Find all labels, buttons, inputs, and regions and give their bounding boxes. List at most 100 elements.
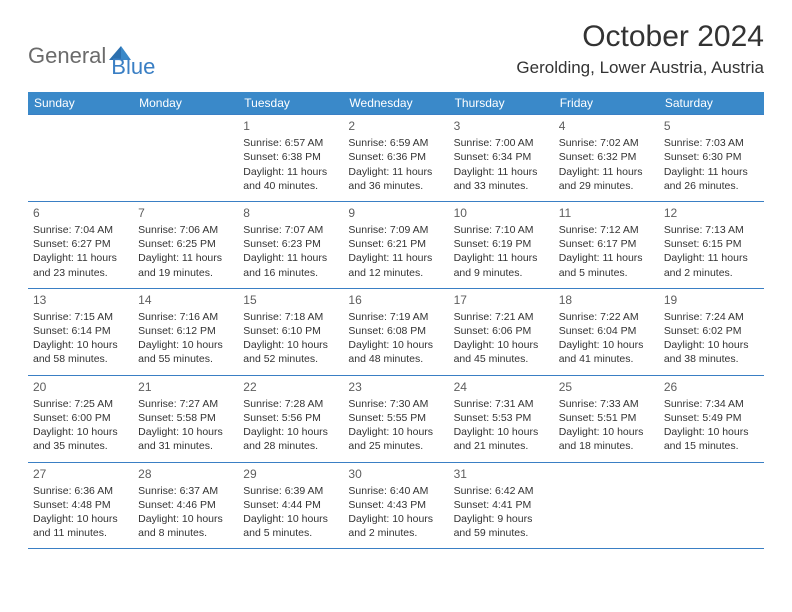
sunset-text: Sunset: 5:51 PM bbox=[559, 411, 654, 425]
sunrise-text: Sunrise: 6:42 AM bbox=[454, 484, 549, 498]
day-cell bbox=[28, 115, 133, 201]
daylight-text: Daylight: 11 hours and 9 minutes. bbox=[454, 251, 549, 279]
sunset-text: Sunset: 6:34 PM bbox=[454, 150, 549, 164]
day-cell: 18Sunrise: 7:22 AMSunset: 6:04 PMDayligh… bbox=[554, 289, 659, 375]
sunset-text: Sunset: 4:43 PM bbox=[348, 498, 443, 512]
day-cell: 15 Sunrise: 7:18 AMSunset: 6:10 PMDayligh… bbox=[238, 289, 343, 375]
sunset-text: Sunset: 6:14 PM bbox=[33, 324, 128, 338]
sunrise-text: Sunrise: 7:10 AM bbox=[454, 223, 549, 237]
day-number: 19 bbox=[664, 292, 759, 308]
daylight-text: Daylight: 10 hours and 45 minutes. bbox=[454, 338, 549, 366]
sunrise-text: Sunrise: 7:24 AM bbox=[664, 310, 759, 324]
sunrise-text: Sunrise: 7:12 AM bbox=[559, 223, 654, 237]
daylight-text: Daylight: 10 hours and 25 minutes. bbox=[348, 425, 443, 453]
day-number: 10 bbox=[454, 205, 549, 221]
day-number: 6 bbox=[33, 205, 128, 221]
logo-text-general: General bbox=[28, 43, 106, 69]
sunset-text: Sunset: 6:06 PM bbox=[454, 324, 549, 338]
sunset-text: Sunset: 6:19 PM bbox=[454, 237, 549, 251]
sunrise-text: Sunrise: 7:27 AM bbox=[138, 397, 233, 411]
day-cell: 17 Sunrise: 7:21 AMSunset: 6:06 PMDayligh… bbox=[449, 289, 554, 375]
daylight-text: Daylight: 11 hours and 12 minutes. bbox=[348, 251, 443, 279]
day-cell: 8 Sunrise: 7:07 AMSunset: 6:23 PMDaylight… bbox=[238, 202, 343, 288]
daylight-text: Daylight: 10 hours and 35 minutes. bbox=[33, 425, 128, 453]
day-number: 23 bbox=[348, 379, 443, 395]
day-cell: 31Sunrise: 6:42 AMSunset: 4:41 PMDayligh… bbox=[449, 463, 554, 549]
daylight-text: Daylight: 10 hours and 52 minutes. bbox=[243, 338, 338, 366]
daylight-text: Daylight: 11 hours and 5 minutes. bbox=[559, 251, 654, 279]
day-cell: 14Sunrise: 7:16 AMSunset: 6:12 PMDayligh… bbox=[133, 289, 238, 375]
daylight-text: Daylight: 10 hours and 38 minutes. bbox=[664, 338, 759, 366]
day-number: 8 bbox=[243, 205, 338, 221]
day-number: 27 bbox=[33, 466, 128, 482]
sunrise-text: Sunrise: 7:28 AM bbox=[243, 397, 338, 411]
daylight-text: Daylight: 11 hours and 36 minutes. bbox=[348, 165, 443, 193]
sunrise-text: Sunrise: 7:09 AM bbox=[348, 223, 443, 237]
weekday-header: Tuesday bbox=[238, 92, 343, 114]
day-cell: 12Sunrise: 7:13 AMSunset: 6:15 PMDayligh… bbox=[659, 202, 764, 288]
day-number: 29 bbox=[243, 466, 338, 482]
daylight-text: Daylight: 11 hours and 16 minutes. bbox=[243, 251, 338, 279]
sunset-text: Sunset: 5:49 PM bbox=[664, 411, 759, 425]
day-cell: 25Sunrise: 7:33 AMSunset: 5:51 PMDayligh… bbox=[554, 376, 659, 462]
daylight-text: Daylight: 11 hours and 19 minutes. bbox=[138, 251, 233, 279]
sunrise-text: Sunrise: 7:02 AM bbox=[559, 136, 654, 150]
weekday-header: Saturday bbox=[659, 92, 764, 114]
sunset-text: Sunset: 6:25 PM bbox=[138, 237, 233, 251]
day-number: 17 bbox=[454, 292, 549, 308]
sunset-text: Sunset: 4:41 PM bbox=[454, 498, 549, 512]
sunset-text: Sunset: 6:08 PM bbox=[348, 324, 443, 338]
day-cell: 10 Sunrise: 7:10 AMSunset: 6:19 PMDayligh… bbox=[449, 202, 554, 288]
day-cell bbox=[659, 463, 764, 549]
daylight-text: Daylight: 11 hours and 33 minutes. bbox=[454, 165, 549, 193]
sunset-text: Sunset: 4:48 PM bbox=[33, 498, 128, 512]
day-number: 12 bbox=[664, 205, 759, 221]
sunrise-text: Sunrise: 7:21 AM bbox=[454, 310, 549, 324]
day-cell: 30Sunrise: 6:40 AMSunset: 4:43 PMDayligh… bbox=[343, 463, 448, 549]
daylight-text: Daylight: 11 hours and 26 minutes. bbox=[664, 165, 759, 193]
daylight-text: Daylight: 10 hours and 31 minutes. bbox=[138, 425, 233, 453]
sunrise-text: Sunrise: 7:04 AM bbox=[33, 223, 128, 237]
sunrise-text: Sunrise: 7:31 AM bbox=[454, 397, 549, 411]
sunset-text: Sunset: 5:58 PM bbox=[138, 411, 233, 425]
day-cell: 29Sunrise: 6:39 AMSunset: 4:44 PMDayligh… bbox=[238, 463, 343, 549]
day-cell: 2Sunrise: 6:59 AMSunset: 6:36 PMDaylight… bbox=[343, 115, 448, 201]
sunset-text: Sunset: 6:23 PM bbox=[243, 237, 338, 251]
sunset-text: Sunset: 6:32 PM bbox=[559, 150, 654, 164]
sunset-text: Sunset: 6:36 PM bbox=[348, 150, 443, 164]
sunrise-text: Sunrise: 7:19 AM bbox=[348, 310, 443, 324]
sunset-text: Sunset: 5:53 PM bbox=[454, 411, 549, 425]
day-number: 24 bbox=[454, 379, 549, 395]
weekday-header: Monday bbox=[133, 92, 238, 114]
weeks-container: 1Sunrise: 6:57 AMSunset: 6:38 PMDaylight… bbox=[28, 114, 764, 548]
sunrise-text: Sunrise: 7:07 AM bbox=[243, 223, 338, 237]
day-number: 15 bbox=[243, 292, 338, 308]
sunset-text: Sunset: 4:46 PM bbox=[138, 498, 233, 512]
daylight-text: Daylight: 9 hours and 59 minutes. bbox=[454, 512, 549, 540]
day-cell bbox=[133, 115, 238, 201]
sunrise-text: Sunrise: 7:18 AM bbox=[243, 310, 338, 324]
daylight-text: Daylight: 10 hours and 21 minutes. bbox=[454, 425, 549, 453]
sunrise-text: Sunrise: 7:30 AM bbox=[348, 397, 443, 411]
sunrise-text: Sunrise: 7:16 AM bbox=[138, 310, 233, 324]
sunrise-text: Sunrise: 7:15 AM bbox=[33, 310, 128, 324]
day-number: 5 bbox=[664, 118, 759, 134]
sunset-text: Sunset: 6:27 PM bbox=[33, 237, 128, 251]
calendar: Sunday Monday Tuesday Wednesday Thursday… bbox=[28, 92, 764, 549]
daylight-text: Daylight: 10 hours and 11 minutes. bbox=[33, 512, 128, 540]
weekday-header: Thursday bbox=[449, 92, 554, 114]
day-number: 30 bbox=[348, 466, 443, 482]
day-cell: 3Sunrise: 7:00 AMSunset: 6:34 PMDaylight… bbox=[449, 115, 554, 201]
sunset-text: Sunset: 6:30 PM bbox=[664, 150, 759, 164]
sunset-text: Sunset: 6:10 PM bbox=[243, 324, 338, 338]
day-number: 22 bbox=[243, 379, 338, 395]
daylight-text: Daylight: 10 hours and 18 minutes. bbox=[559, 425, 654, 453]
day-number: 25 bbox=[559, 379, 654, 395]
weekday-header-row: Sunday Monday Tuesday Wednesday Thursday… bbox=[28, 92, 764, 114]
day-cell: 26Sunrise: 7:34 AMSunset: 5:49 PMDayligh… bbox=[659, 376, 764, 462]
sunrise-text: Sunrise: 7:22 AM bbox=[559, 310, 654, 324]
day-cell: 5Sunrise: 7:03 AMSunset: 6:30 PMDaylight… bbox=[659, 115, 764, 201]
calendar-bottom-border bbox=[28, 548, 764, 549]
sunrise-text: Sunrise: 7:25 AM bbox=[33, 397, 128, 411]
daylight-text: Daylight: 10 hours and 8 minutes. bbox=[138, 512, 233, 540]
